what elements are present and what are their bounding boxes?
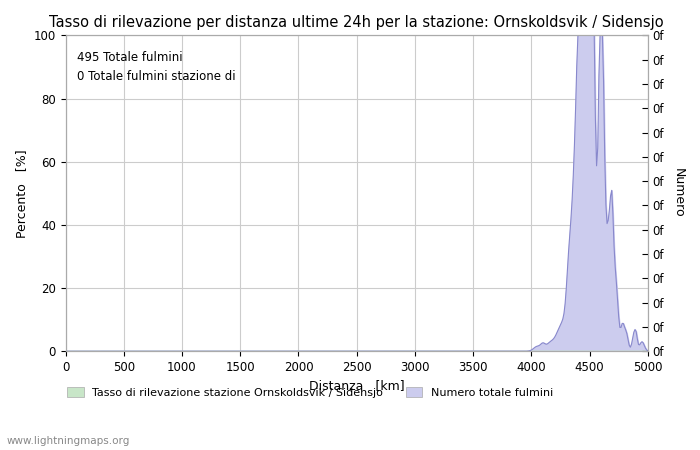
Legend: Tasso di rilevazione stazione Ornskoldsvik / Sidensjo, Numero totale fulmini: Tasso di rilevazione stazione Ornskoldsv… <box>62 383 558 402</box>
Text: www.lightningmaps.org: www.lightningmaps.org <box>7 436 130 446</box>
Y-axis label: Numero: Numero <box>672 168 685 218</box>
Title: Tasso di rilevazione per distanza ultime 24h per la stazione: Ornskoldsvik / Sid: Tasso di rilevazione per distanza ultime… <box>50 15 664 30</box>
Text: 495 Totale fulmini: 495 Totale fulmini <box>77 51 183 64</box>
X-axis label: Distanza   [km]: Distanza [km] <box>309 379 405 392</box>
Y-axis label: Percento   [%]: Percento [%] <box>15 149 28 238</box>
Text: 0 Totale fulmini stazione di: 0 Totale fulmini stazione di <box>77 70 236 83</box>
